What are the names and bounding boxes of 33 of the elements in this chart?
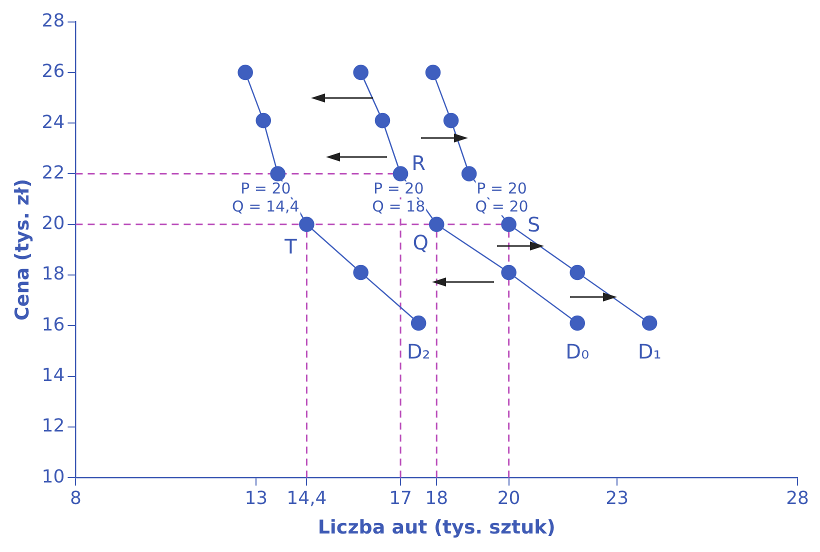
annotation: Q = 14,4	[232, 197, 300, 216]
x-tick-label: 20	[497, 488, 520, 510]
x-tick-label: 13	[244, 488, 268, 510]
annotation: Q = 20	[475, 197, 528, 216]
y-tick-label: 20	[42, 213, 65, 234]
y-tick-label: 12	[42, 416, 65, 437]
annotation: R	[412, 150, 426, 175]
series-label: D₁	[638, 339, 662, 364]
x-tick-label: 8	[70, 488, 82, 510]
annotation: Q = 18	[372, 197, 426, 216]
x-tick-label: 23	[606, 488, 629, 510]
annotation: T	[284, 234, 298, 259]
y-tick-label: 24	[42, 112, 65, 133]
x-tick-label: 17	[389, 488, 412, 510]
y-axis-title: Cena (tys. zł)	[11, 178, 34, 321]
y-tick-label: 28	[42, 10, 65, 32]
x-tick-label: 18	[425, 488, 448, 510]
x-axis-title: Liczba aut (tys. sztuk)	[318, 516, 556, 539]
y-tick-label: 10	[42, 466, 65, 488]
x-tick-label: 28	[786, 488, 809, 510]
annotation: P = 20	[240, 179, 291, 198]
y-tick-label: 16	[42, 314, 65, 336]
series-label: D₀	[566, 339, 590, 364]
y-tick-label: 26	[42, 61, 65, 82]
y-tick-label: 22	[42, 162, 65, 184]
y-tick-label: 18	[42, 264, 65, 285]
annotation: P = 20	[476, 179, 527, 198]
series-label: D₂	[406, 339, 430, 364]
x-tick-label: 14,4	[286, 488, 327, 510]
annotation: P = 20	[374, 179, 424, 198]
annotation: Q	[412, 230, 428, 255]
annotation: S	[527, 212, 540, 237]
y-tick-label: 14	[42, 364, 65, 386]
